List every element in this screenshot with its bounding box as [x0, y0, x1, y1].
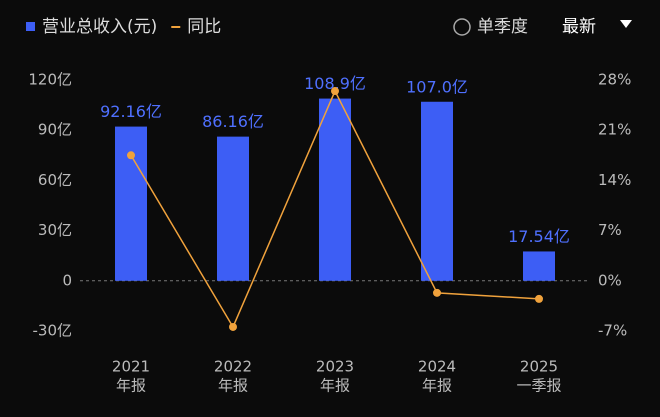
x-tick-label: 2025	[520, 358, 558, 376]
bar	[421, 101, 453, 281]
point	[535, 294, 543, 303]
x-tick-label: 一季报	[516, 377, 561, 395]
point	[433, 288, 441, 297]
value-label: 92.16亿	[100, 102, 162, 121]
x-tick-label: 2023	[316, 358, 354, 376]
y2-tick-label: 21%	[598, 121, 631, 139]
value-label: 86.16亿	[202, 112, 264, 131]
point	[331, 87, 339, 96]
x-tick-label: 2021	[112, 358, 150, 376]
period-label[interactable]: 最新	[562, 17, 596, 37]
value-label: 108.9亿	[304, 74, 366, 93]
dropdown-arrow[interactable]	[620, 20, 632, 28]
legend-label: 同比	[187, 17, 221, 37]
y2-tick-label: 0%	[598, 271, 622, 289]
y-tick-label: -30亿	[33, 322, 73, 340]
y2-tick-label: -7%	[598, 322, 627, 340]
legend-swatch	[26, 22, 35, 31]
bar	[523, 251, 555, 281]
point	[127, 151, 135, 160]
bar	[115, 126, 147, 281]
bar	[217, 136, 249, 281]
x-tick-label: 年报	[218, 377, 248, 395]
y-tick-label: 0	[62, 271, 72, 289]
x-tick-label: 年报	[320, 377, 350, 395]
y2-tick-label: 28%	[598, 71, 631, 89]
point	[229, 322, 237, 331]
option-label[interactable]: 单季度	[477, 17, 528, 37]
x-tick-label: 2024	[418, 358, 456, 376]
y-tick-label: 30亿	[38, 221, 72, 239]
x-tick-label: 年报	[116, 377, 146, 395]
control-option[interactable]: 单季度	[453, 17, 528, 37]
y2-tick-label: 7%	[598, 221, 622, 239]
y-tick-label: 60亿	[38, 171, 72, 189]
y2-tick-label: 14%	[598, 171, 631, 189]
bar	[319, 98, 351, 281]
radio[interactable]	[453, 18, 471, 36]
value-label: 107.0亿	[406, 77, 468, 96]
value-label: 17.54亿	[508, 227, 570, 246]
control-period[interactable]: 最新	[562, 17, 632, 37]
y-tick-label: 120亿	[28, 71, 72, 89]
y-tick-label: 90亿	[38, 121, 72, 139]
x-tick-label: 年报	[422, 377, 452, 395]
legend-label: 营业总收入(元)	[42, 17, 157, 37]
x-tick-label: 2022	[214, 358, 252, 376]
